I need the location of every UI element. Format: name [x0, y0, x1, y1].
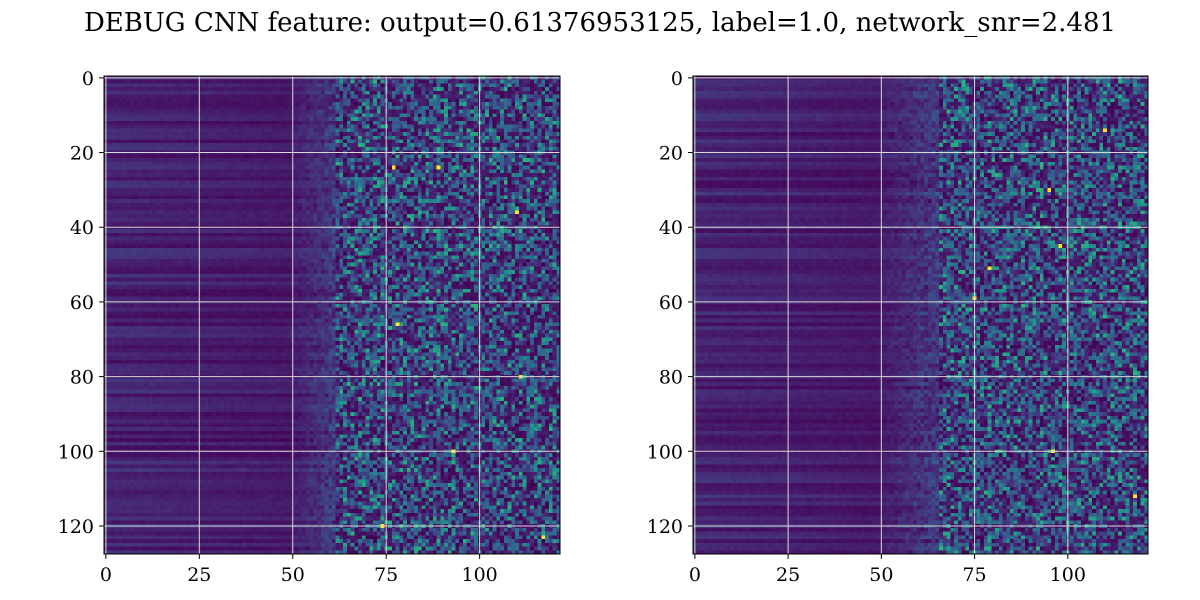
y-tick-label: 0	[671, 68, 683, 90]
y-tick-label: 0	[82, 68, 94, 90]
y-tick-label: 20	[70, 143, 94, 165]
x-tick-label: 75	[962, 564, 986, 586]
y-tick-label: 100	[647, 441, 683, 463]
heatmap-panel-left: 0 25 50 75 100 0 20 40 60 80 100 120	[58, 68, 561, 586]
y-tick-label: 40	[70, 217, 94, 239]
y-tick-label: 80	[659, 367, 683, 389]
x-tick-label: 75	[374, 564, 398, 586]
y-tick-label: 60	[70, 292, 94, 314]
y-tick-label: 120	[647, 516, 683, 538]
y-tick-label: 20	[659, 143, 683, 165]
x-tick-label: 0	[100, 564, 112, 586]
heatmap-image	[693, 76, 1148, 554]
y-tick-label: 100	[58, 441, 94, 463]
axes-frame	[692, 75, 1149, 555]
y-tick-label: 60	[659, 292, 683, 314]
x-tick-label: 0	[689, 564, 701, 586]
y-tick-label: 40	[659, 217, 683, 239]
axes-frame	[103, 75, 561, 555]
heatmap-panel-right: 0 25 50 75 100 0 20 40 60 80 100 120	[647, 68, 1149, 586]
x-tick-label: 50	[869, 564, 893, 586]
y-tick-label: 120	[58, 516, 94, 538]
x-tick-label: 25	[776, 564, 800, 586]
x-tick-label: 100	[1050, 564, 1086, 586]
y-tick-label: 80	[70, 367, 94, 389]
figure-title: DEBUG CNN feature: output=0.61376953125,…	[83, 8, 1117, 38]
heatmap-image	[104, 76, 560, 554]
x-tick-label: 25	[187, 564, 211, 586]
x-tick-label: 100	[462, 564, 498, 586]
x-tick-label: 50	[281, 564, 305, 586]
